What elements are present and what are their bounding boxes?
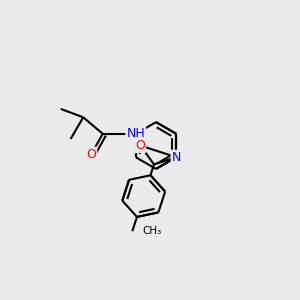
Text: CH₃: CH₃ [142, 226, 161, 236]
Text: O: O [135, 139, 145, 152]
Text: NH: NH [126, 127, 145, 140]
Text: O: O [86, 148, 96, 161]
Text: N: N [172, 151, 181, 164]
